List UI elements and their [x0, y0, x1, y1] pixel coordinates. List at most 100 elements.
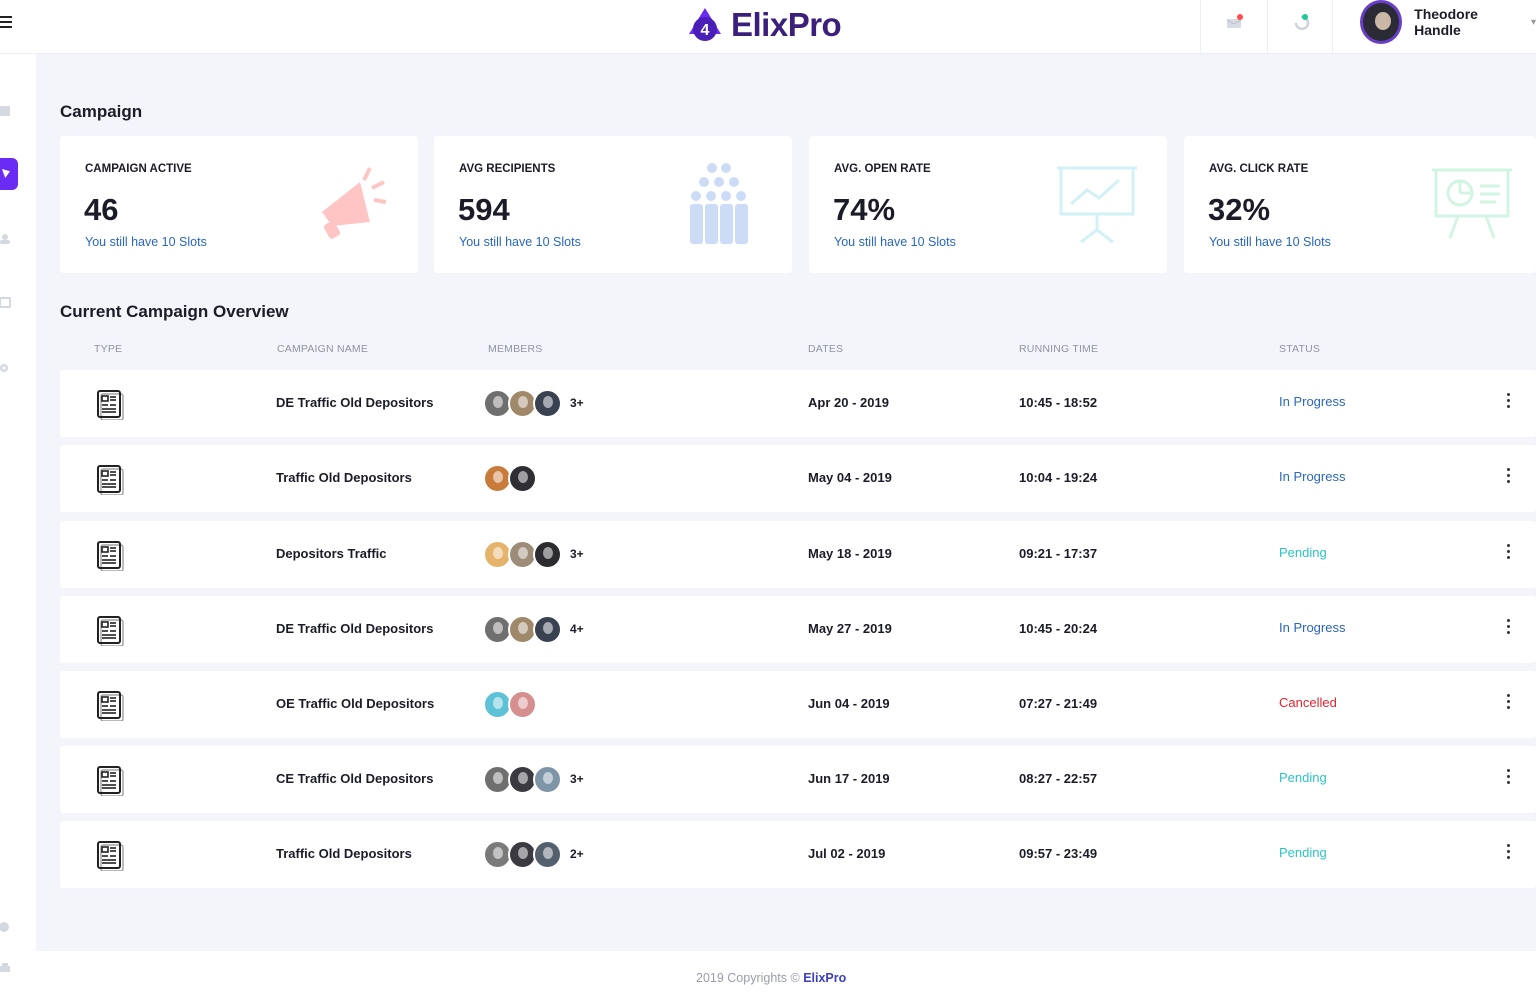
- table-row[interactable]: Depositors Traffic 3+ May 18 - 2019 09:21 -…: [60, 521, 1536, 588]
- running-time: 10:45 - 20:24: [1019, 621, 1098, 636]
- table-row[interactable]: DE Traffic Old Depositors 4+ May 27 - 2019…: [60, 596, 1536, 663]
- member-avatar[interactable]: [483, 463, 512, 493]
- more-options-icon[interactable]: [1504, 767, 1512, 791]
- running-time: 09:57 - 23:49: [1019, 846, 1098, 861]
- more-options-icon[interactable]: [1504, 617, 1512, 641]
- chevron-down-icon: ▾: [1530, 16, 1536, 28]
- stat-card-click-rate[interactable]: AVG. CLICK RATE 32% You still have 10 Sl…: [1184, 136, 1536, 273]
- menu-icon[interactable]: [0, 14, 14, 30]
- settings-icon[interactable]: [0, 361, 12, 375]
- member-avatars[interactable]: [483, 689, 537, 719]
- dashboard-icon[interactable]: [0, 104, 12, 118]
- member-avatars[interactable]: 3+: [483, 764, 584, 794]
- member-avatar[interactable]: [533, 764, 562, 794]
- member-avatars[interactable]: [483, 463, 537, 493]
- member-avatar[interactable]: [533, 839, 562, 869]
- campaign-date: May 04 - 2019: [808, 470, 892, 485]
- member-avatars[interactable]: 4+: [483, 614, 584, 644]
- more-members-count[interactable]: 2+: [570, 847, 584, 861]
- users-icon[interactable]: [0, 232, 12, 246]
- table-row[interactable]: OE Traffic Old Depositors Jun 04 - 2019 07…: [60, 671, 1536, 738]
- chat-icon[interactable]: [0, 296, 12, 310]
- running-time: 07:27 - 21:49: [1019, 696, 1098, 711]
- running-time: 10:04 - 19:24: [1019, 470, 1098, 485]
- sidebar: [0, 54, 36, 1000]
- stat-label: AVG RECIPIENTS: [459, 163, 556, 175]
- member-avatars[interactable]: 3+: [483, 539, 584, 569]
- campaign-name[interactable]: DE Traffic Old Depositors: [276, 395, 434, 410]
- footer: 2019 Copyrights © ElixPro: [36, 951, 1536, 1000]
- more-options-icon[interactable]: [1504, 391, 1512, 415]
- help-icon[interactable]: [0, 920, 12, 934]
- stat-card-campaign-active[interactable]: CAMPAIGN ACTIVE 46 You still have 10 Slo…: [60, 136, 418, 273]
- member-avatar[interactable]: [533, 539, 562, 569]
- more-members-count[interactable]: 3+: [570, 547, 584, 561]
- document-type-icon: [94, 839, 126, 872]
- member-avatar[interactable]: [508, 839, 537, 869]
- status-label: In Progress: [1279, 469, 1346, 484]
- user-name: Theodore Handle: [1414, 6, 1478, 38]
- table-row[interactable]: Traffic Old Depositors May 04 - 2019 10:04…: [60, 445, 1536, 512]
- member-avatar[interactable]: [508, 463, 537, 493]
- stat-label: AVG. CLICK RATE: [1209, 163, 1309, 175]
- column-header-dates: DATES: [808, 343, 844, 355]
- campaign-name[interactable]: OE Traffic Old Depositors: [276, 696, 435, 711]
- document-type-icon: [94, 539, 126, 572]
- more-options-icon[interactable]: [1504, 466, 1512, 490]
- member-avatars[interactable]: 3+: [483, 388, 584, 418]
- more-members-count[interactable]: 4+: [570, 622, 584, 636]
- document-type-icon: [94, 689, 126, 722]
- status-label: Pending: [1279, 845, 1327, 860]
- campaign-name[interactable]: CE Traffic Old Depositors: [276, 771, 434, 786]
- stat-note: You still have 10 Slots: [834, 235, 956, 249]
- campaign-name[interactable]: DE Traffic Old Depositors: [276, 621, 434, 636]
- more-members-count[interactable]: 3+: [570, 772, 584, 786]
- running-time: 10:45 - 18:52: [1019, 395, 1098, 410]
- more-options-icon[interactable]: [1504, 542, 1512, 566]
- more-members-count[interactable]: 3+: [570, 396, 584, 410]
- footer-copyright: 2019 Copyrights © ElixPro: [696, 971, 846, 985]
- member-avatar[interactable]: [533, 614, 562, 644]
- stat-card-avg-recipients[interactable]: AVG RECIPIENTS 594 You still have 10 Slo…: [434, 136, 792, 273]
- mail-icon[interactable]: [1225, 12, 1245, 32]
- stat-value: 46: [84, 192, 119, 227]
- table-row[interactable]: Traffic Old Depositors 2+ Jul 02 - 2019 09:…: [60, 821, 1536, 888]
- brand-logo[interactable]: 4 ElixPro: [688, 5, 842, 45]
- stat-label: AVG. OPEN RATE: [834, 163, 931, 175]
- member-avatar[interactable]: [533, 388, 562, 418]
- campaign-icon[interactable]: [0, 158, 18, 190]
- campaign-name[interactable]: Traffic Old Depositors: [276, 846, 412, 861]
- more-options-icon[interactable]: [1504, 692, 1512, 716]
- table-row[interactable]: DE Traffic Old Depositors 3+ Apr 20 - 2019…: [60, 370, 1536, 437]
- status-label: Cancelled: [1279, 695, 1337, 710]
- member-avatar[interactable]: [508, 764, 537, 794]
- footer-text: 2019 Copyrights ©: [696, 971, 804, 985]
- document-type-icon: [94, 463, 126, 496]
- stat-card-open-rate[interactable]: AVG. OPEN RATE 74% You still have 10 Slo…: [809, 136, 1167, 273]
- header-divider: [1332, 0, 1333, 54]
- member-avatar[interactable]: [508, 614, 537, 644]
- presentation-chart-icon: [1057, 166, 1137, 244]
- stat-value: 594: [458, 192, 510, 227]
- more-options-icon[interactable]: [1504, 842, 1512, 866]
- footer-brand-link[interactable]: ElixPro: [803, 971, 847, 985]
- print-icon[interactable]: [0, 962, 12, 976]
- campaign-date: May 27 - 2019: [808, 621, 892, 636]
- document-type-icon: [94, 614, 126, 647]
- presentation-pie-icon: [1432, 168, 1512, 239]
- status-label: Pending: [1279, 545, 1327, 560]
- people-icon: [690, 163, 748, 244]
- member-avatars[interactable]: 2+: [483, 839, 584, 869]
- column-header-status: STATUS: [1279, 343, 1321, 355]
- user-menu[interactable]: Theodore Handle ▾: [1360, 0, 1536, 44]
- member-avatar[interactable]: [508, 689, 537, 719]
- stat-value: 74%: [833, 192, 896, 227]
- campaign-name[interactable]: Traffic Old Depositors: [276, 470, 412, 485]
- stat-value: 32%: [1208, 192, 1271, 227]
- column-header-running-time: RUNNING TIME: [1019, 343, 1099, 355]
- table-row[interactable]: CE Traffic Old Depositors 3+ Jun 17 - 2019…: [60, 746, 1536, 813]
- refresh-icon[interactable]: [1292, 12, 1312, 32]
- stat-note: You still have 10 Slots: [1209, 235, 1331, 249]
- column-header-members: MEMBERS: [488, 343, 543, 355]
- campaign-name[interactable]: Depositors Traffic: [276, 546, 387, 561]
